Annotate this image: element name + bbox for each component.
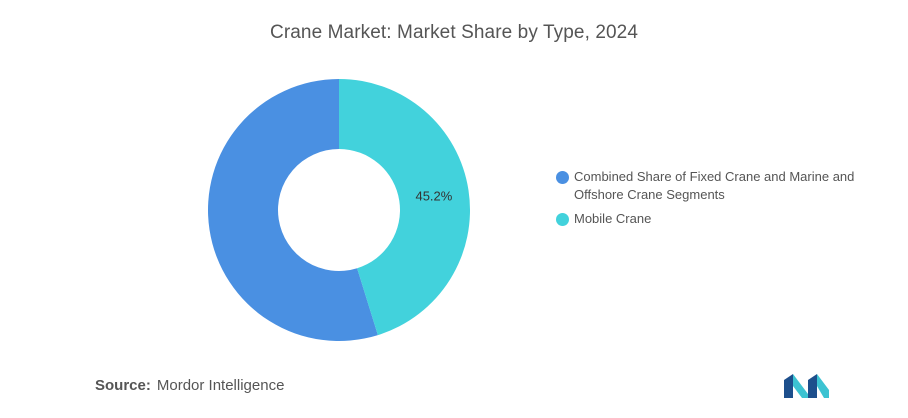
legend-item-fixed-marine: Combined Share of Fixed Crane and Marine… xyxy=(556,168,876,204)
slice-mobile-crane xyxy=(339,79,470,336)
legend-label-fixed-marine: Combined Share of Fixed Crane and Marine… xyxy=(574,169,855,202)
mordor-intelligence-logo-icon xyxy=(784,374,829,398)
legend-item-mobile-crane: Mobile Crane xyxy=(556,210,876,228)
chart-legend: Combined Share of Fixed Crane and Marine… xyxy=(556,168,876,234)
source-label: Source: xyxy=(95,377,151,394)
source-line: Source: Mordor Intelligence xyxy=(95,377,284,394)
legend-marker-mobile-crane xyxy=(556,213,569,226)
data-label-mobile-crane: 45.2% xyxy=(415,189,452,204)
logo-right-stroke xyxy=(808,374,817,398)
legend-marker-fixed-marine xyxy=(556,171,569,184)
chart-title: Crane Market: Market Share by Type, 2024 xyxy=(270,22,638,43)
logo-middle-stroke xyxy=(793,374,808,398)
logo-tail-stroke xyxy=(817,374,829,398)
source-value: Mordor Intelligence xyxy=(156,377,285,394)
logo-left-stroke xyxy=(784,374,793,398)
slice-fixed-marine xyxy=(207,79,378,341)
legend-label-mobile-crane: Mobile Crane xyxy=(574,211,652,226)
